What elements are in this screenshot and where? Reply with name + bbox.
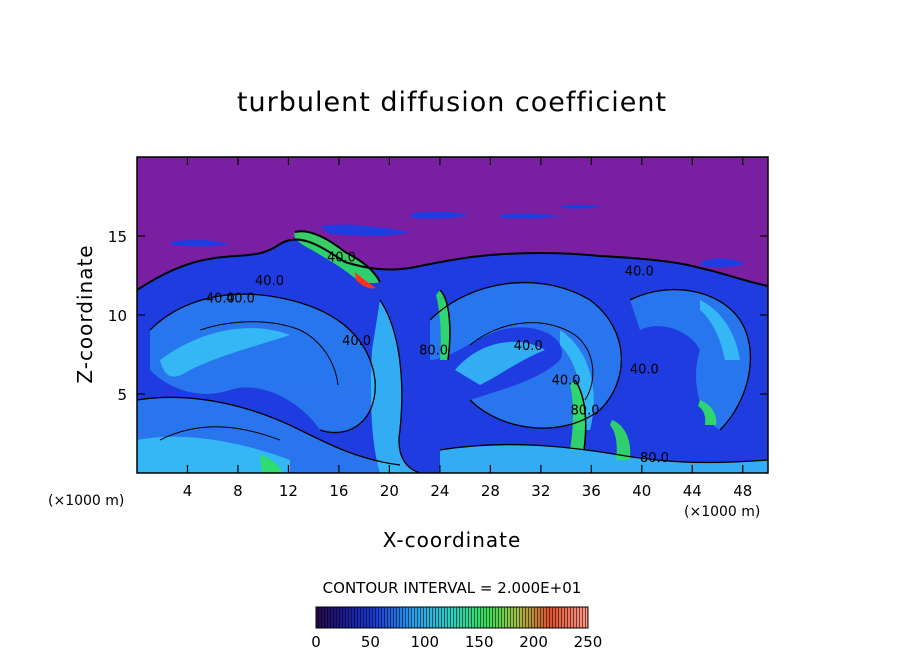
x-tick-label: 36 [582, 482, 601, 500]
troposphere-field [137, 239, 768, 473]
contour-interval-text: CONTOUR INTERVAL = 2.000E+01 [323, 579, 582, 597]
colorbar-tick-label: 150 [465, 633, 494, 651]
contour-label: 40.0 [327, 250, 356, 265]
upper-filaments [170, 204, 745, 268]
chart-title: turbulent diffusion coefficient [237, 87, 667, 118]
x-axis-unit-right: (×1000 m) [684, 504, 760, 520]
x-tick-label: 32 [531, 482, 550, 500]
contour-label: 40.0 [206, 291, 235, 306]
colorbar-tick-label: 100 [410, 633, 439, 651]
y-axis-ticks: 5 10 15 [108, 228, 768, 404]
x-tick-label: 24 [430, 482, 449, 500]
x-tick-label: 28 [481, 482, 500, 500]
x-tick-label: 12 [279, 482, 298, 500]
x-tick-label: 48 [733, 482, 752, 500]
y-tick-label: 10 [108, 307, 127, 325]
colorbar-tick-label: 250 [574, 633, 603, 651]
contour-label: 40.0 [625, 265, 654, 280]
contour-label: 80.0 [419, 344, 448, 359]
contour-label: 40.0 [255, 274, 284, 289]
y-axis-label: Z-coordinate [73, 244, 97, 383]
x-tick-label: 20 [380, 482, 399, 500]
x-tick-label: 44 [683, 482, 702, 500]
contour-label: 40.0 [514, 339, 543, 354]
colorbar: 0 50 100 150 200 250 [311, 606, 602, 651]
peak-region [355, 272, 376, 289]
colorbar-ticks: 0 50 100 150 200 250 [311, 633, 602, 651]
y-tick-label: 5 [117, 386, 127, 404]
x-axis-ticks: 4 8 12 16 20 24 28 32 36 40 44 48 [183, 157, 752, 500]
contour-label: 40.0 [552, 374, 581, 389]
y-tick-label: 15 [108, 228, 127, 246]
swirl-layer-light [137, 300, 768, 473]
x-tick-label: 8 [233, 482, 243, 500]
contour-label: 40.0 [342, 334, 371, 349]
colorbar-tick-label: 50 [361, 633, 380, 651]
x-tick-label: 16 [329, 482, 348, 500]
contour-labels: 40.040.040.040.040.080.0 40.040.080.040.0… [206, 250, 669, 466]
colorbar-tick-label: 0 [311, 633, 321, 651]
x-tick-label: 40 [632, 482, 651, 500]
x-axis-label: X-coordinate [383, 528, 522, 552]
contour-label: 80.0 [640, 451, 669, 466]
contour-lines [137, 230, 768, 473]
contour-label: 40.0 [226, 291, 255, 306]
x-tick-label: 4 [183, 482, 193, 500]
contour-label: 40.0 [630, 362, 659, 377]
contour-label: 80.0 [571, 404, 600, 419]
x-axis-unit-left: (×1000 m) [48, 493, 124, 509]
colorbar-frame [315, 606, 589, 629]
plot-area [137, 157, 768, 473]
colorbar-tick-label: 200 [519, 633, 548, 651]
colorbar-stripes [316, 607, 588, 628]
